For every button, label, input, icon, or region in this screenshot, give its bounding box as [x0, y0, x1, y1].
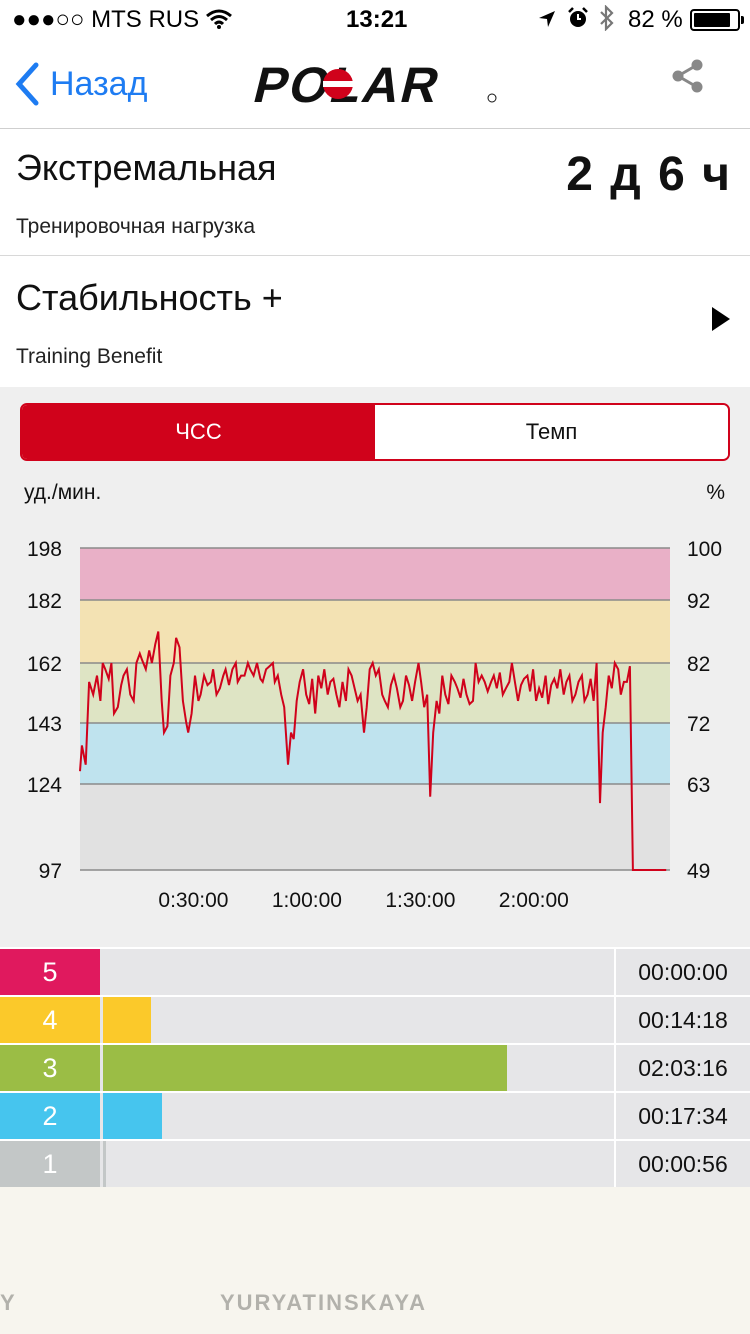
- zone-time-bar: [103, 1141, 106, 1187]
- zone-number: 3: [0, 1045, 100, 1091]
- y-tick-left: 182: [27, 590, 62, 613]
- zone-number: 1: [0, 1141, 100, 1187]
- training-load-subtitle: Тренировочная нагрузка: [16, 215, 256, 238]
- chevron-left-icon: [15, 62, 39, 106]
- training-benefit-subtitle: Training Benefit: [16, 345, 163, 368]
- tab-hr[interactable]: ЧСС: [22, 405, 375, 459]
- clock: 13:21: [346, 6, 408, 33]
- zone-time-value: 02:03:16: [614, 1045, 750, 1091]
- play-arrow-icon[interactable]: [710, 306, 732, 332]
- zone-number: 5: [0, 949, 100, 995]
- y-tick-right: 82: [687, 653, 710, 676]
- y-tick-right: 63: [687, 774, 710, 797]
- status-bar: ●●●○○ MTS RUS 13:21 82 %: [0, 0, 750, 40]
- zone-time-bar: [103, 1093, 162, 1139]
- wifi-icon: [206, 8, 232, 36]
- zone-time-value: 00:00:56: [614, 1141, 750, 1187]
- recovery-time-value: 2 д 6 ч: [566, 148, 732, 201]
- training-benefit-row[interactable]: Стабильность + Training Benefit: [0, 257, 750, 387]
- y-tick-right: 92: [687, 590, 710, 613]
- chart-tabs: ЧСС Темп: [20, 403, 730, 461]
- back-button[interactable]: Назад: [14, 60, 147, 108]
- y-tick-left: 124: [27, 774, 62, 797]
- training-load-title: Экстремальная: [16, 147, 277, 188]
- polar-logo: POLAR: [250, 58, 497, 110]
- training-load-section: Экстремальная Тренировочная нагрузка 2 д…: [0, 129, 750, 256]
- footer-area: [0, 1187, 750, 1334]
- y-axis-left-label: уд./мин.: [24, 481, 101, 504]
- y-tick-left: 198: [27, 538, 62, 561]
- zone-band-5: [80, 548, 670, 600]
- zone-time-value: 00:17:34: [614, 1093, 750, 1139]
- zone-time-value: 00:00:00: [614, 949, 750, 995]
- zone-number: 4: [0, 997, 100, 1043]
- chart-area: ЧСС Темп уд./мин. % 198 182 162 143 124 97 10…: [0, 387, 750, 947]
- zone-time-bar: [103, 1045, 507, 1091]
- location-icon: [537, 8, 557, 36]
- battery-percent: 82 %: [628, 6, 683, 33]
- tab-pace[interactable]: Темп: [375, 405, 728, 459]
- y-tick-left: 143: [27, 713, 62, 736]
- share-icon[interactable]: [670, 58, 706, 94]
- alarm-icon: [567, 7, 589, 36]
- watermark-left: Y: [0, 1290, 17, 1315]
- y-axis-right-label: %: [706, 481, 725, 504]
- watermark-text: YURYATINSKAYA: [220, 1290, 427, 1315]
- zone-row-3: 3 02:03:16: [0, 1045, 750, 1091]
- x-tick: 2:00:00: [499, 889, 569, 912]
- zone-number: 2: [0, 1093, 100, 1139]
- heart-rate-series-line: [79, 631, 667, 871]
- zone-band-1: [80, 784, 670, 870]
- y-tick-right: 100: [687, 538, 722, 561]
- training-benefit-title: Стабильность +: [16, 277, 283, 318]
- back-button-label: Назад: [50, 64, 148, 103]
- y-tick-right: 72: [687, 713, 710, 736]
- zone-time-bar: [103, 997, 151, 1043]
- zone-band-4: [80, 600, 670, 663]
- carrier-label: ●●●○○ MTS RUS: [12, 6, 200, 33]
- zone-band-2: [80, 723, 670, 784]
- x-tick: 1:30:00: [385, 889, 455, 912]
- nav-bar: Назад POLAR: [0, 40, 750, 129]
- bluetooth-icon: [598, 4, 616, 38]
- zone-row-1: 1 00:00:56: [0, 1141, 750, 1187]
- zone-time-value: 00:14:18: [614, 997, 750, 1043]
- battery-icon: [690, 9, 744, 31]
- hr-zones-list: 5 00:00:00 4 00:14:18 3 02:03:16 2 00:17:34 1 00:…: [0, 947, 750, 1187]
- zone-row-2: 2 00:17:34: [0, 1093, 750, 1139]
- y-tick-left: 162: [27, 653, 62, 676]
- x-tick: 0:30:00: [158, 889, 228, 912]
- zone-row-4: 4 00:14:18: [0, 997, 750, 1043]
- y-tick-right: 49: [687, 860, 710, 883]
- heart-rate-chart: уд./мин. % 198 182 162 143 124 97 100 92 82 72 63…: [24, 481, 725, 912]
- y-tick-left: 97: [39, 860, 62, 883]
- zone-row-5: 5 00:00:00: [0, 949, 750, 995]
- x-tick: 1:00:00: [272, 889, 342, 912]
